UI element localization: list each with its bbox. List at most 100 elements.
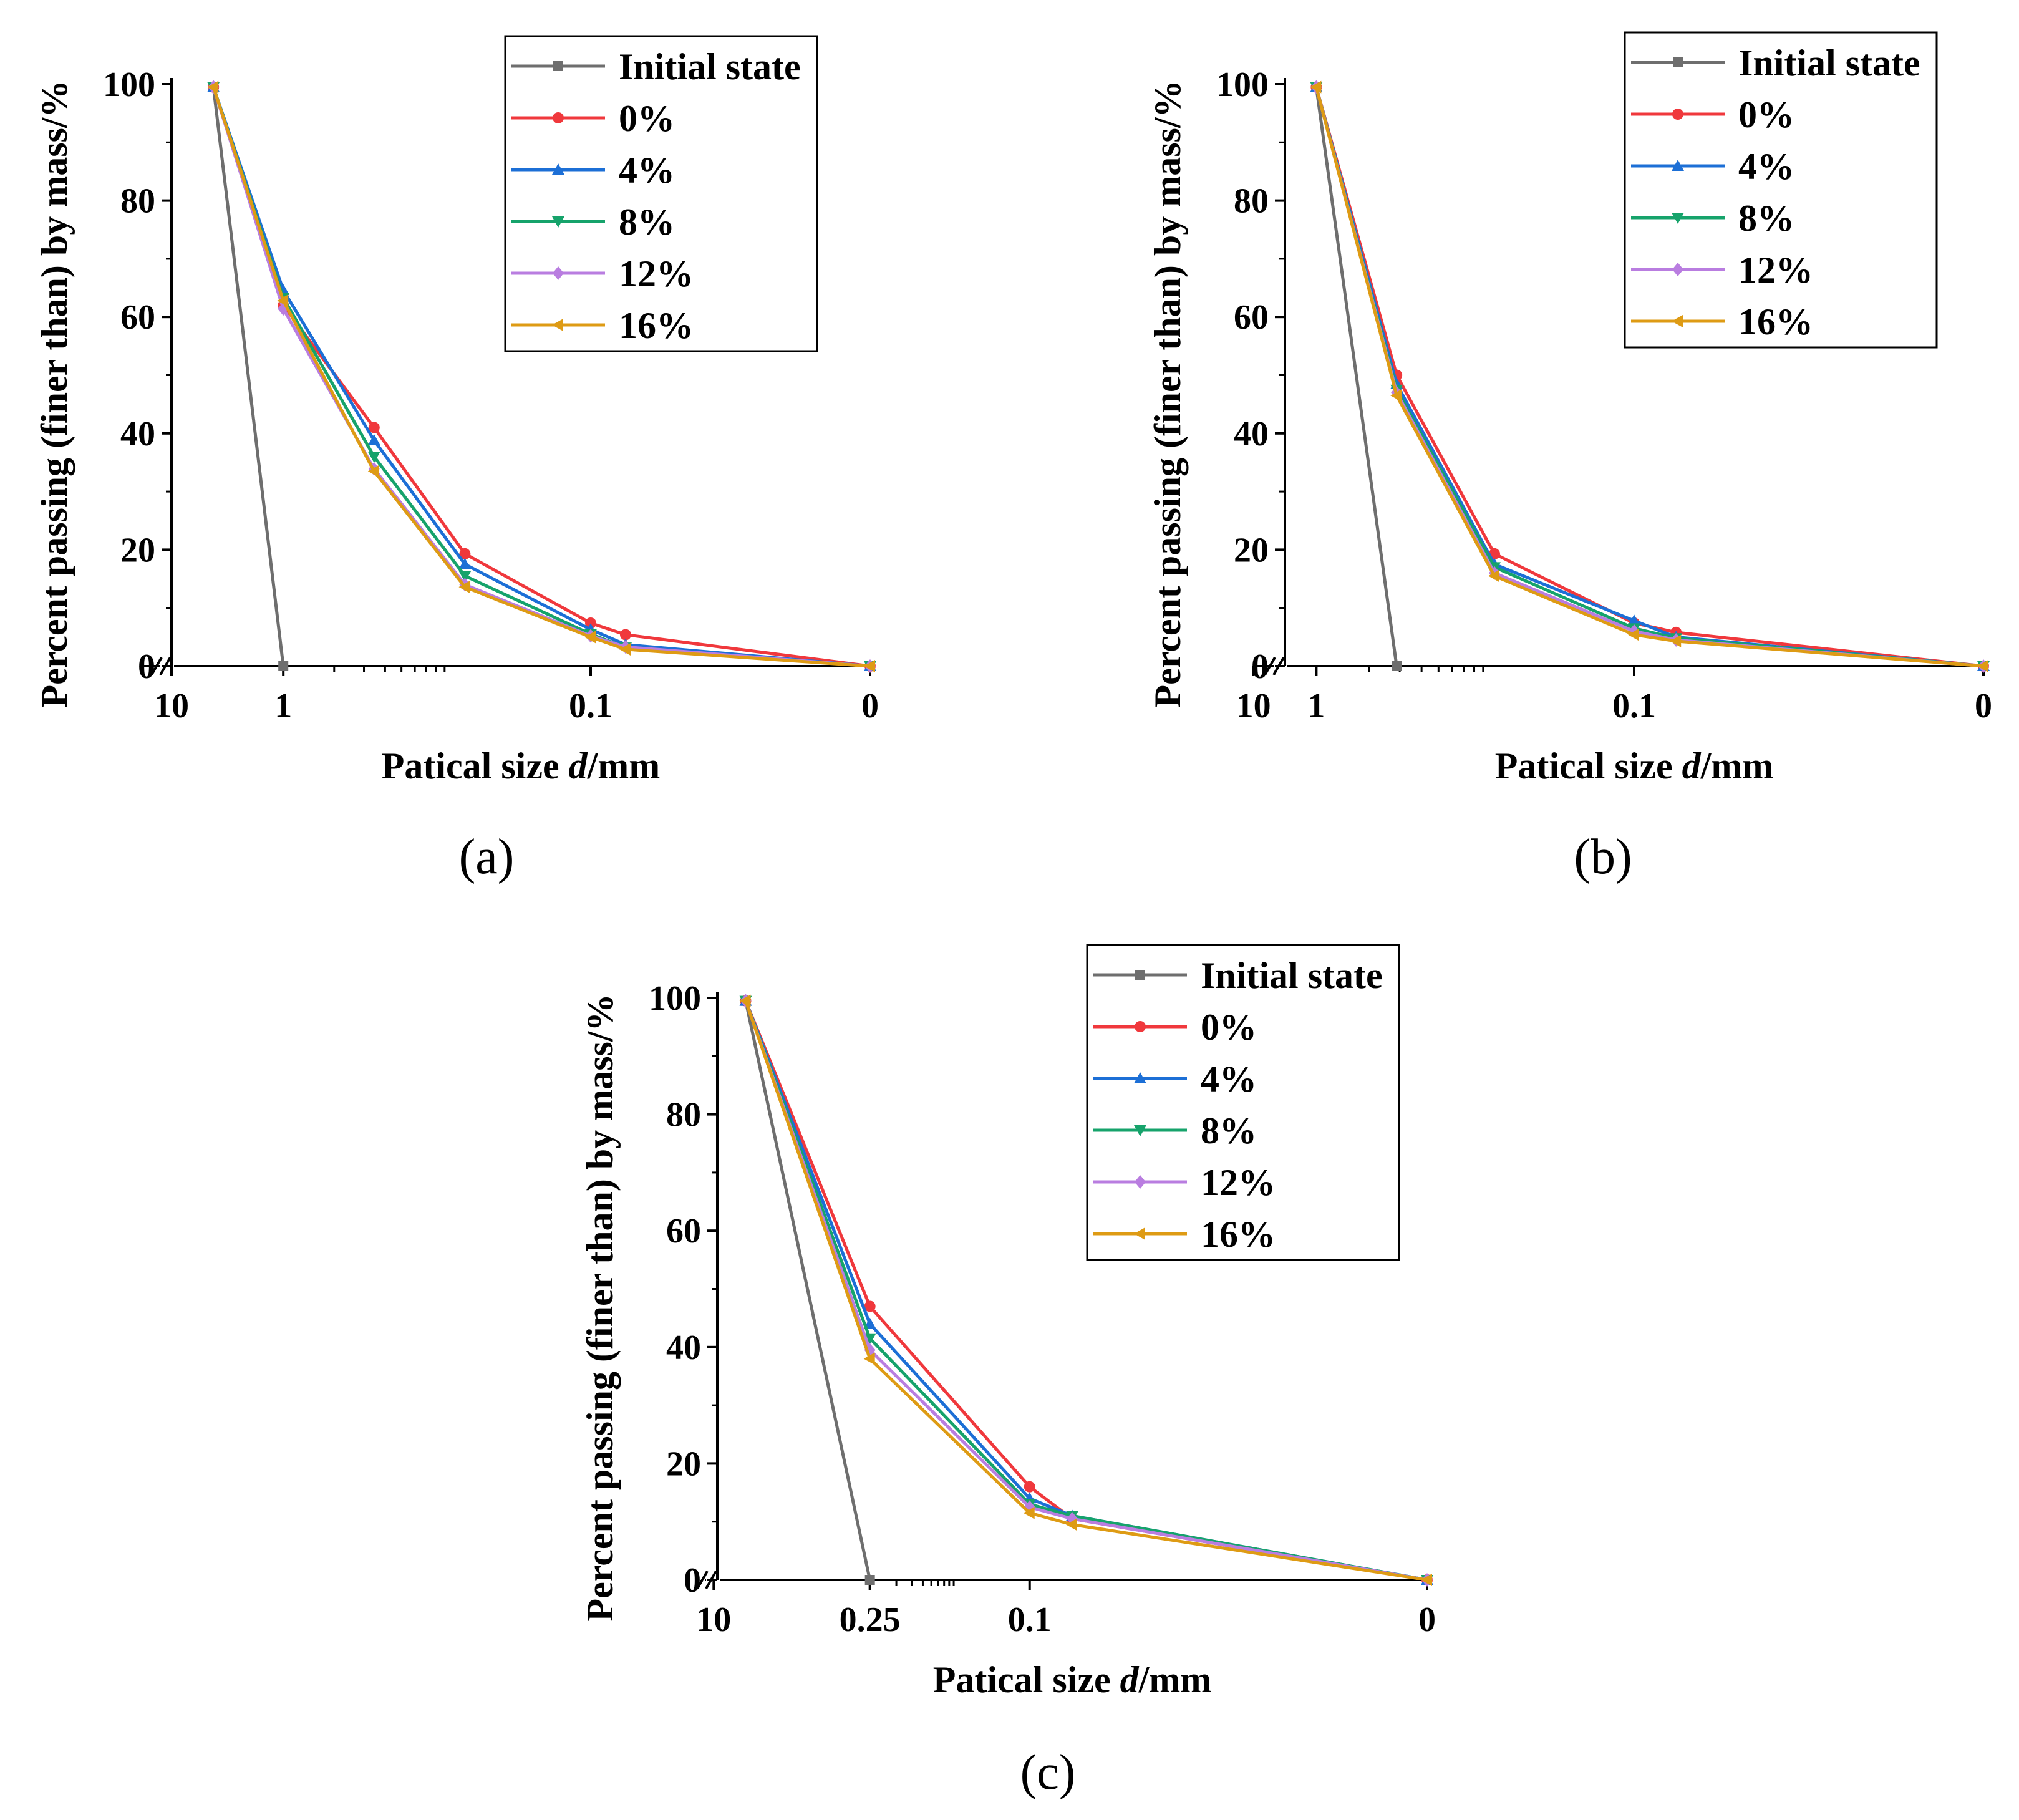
data-point-16pct [863, 1352, 875, 1365]
axis-break-mark [150, 657, 163, 675]
series-initial-state [1311, 82, 1402, 671]
legend-marker-4pct [552, 163, 564, 175]
legend-label-16pct: 16% [1201, 1214, 1276, 1255]
data-point-8pct [458, 571, 472, 583]
series-16pct [739, 994, 1432, 1586]
legend-label-12pct: 12% [619, 253, 694, 294]
y-tick-label: 20 [666, 1445, 701, 1483]
data-point-8pct [367, 452, 380, 463]
y-axis-label: Percent passing (finer than) by mass/% [579, 994, 621, 1621]
y-tick-label: 40 [120, 415, 155, 453]
legend-marker-16pct [552, 319, 563, 331]
x-axis-label: Patical size d/mm [382, 745, 661, 787]
legend-marker-4pct [1134, 1072, 1146, 1083]
data-point-0pct [864, 1300, 876, 1312]
legend-label-8pct: 8% [1738, 198, 1794, 239]
y-tick-label: 60 [120, 298, 155, 337]
y-tick-label: 80 [120, 182, 155, 221]
x-tick-label: 10 [154, 687, 189, 725]
y-tick-label: 40 [1234, 415, 1269, 453]
x-tick-label: 0.1 [1008, 1600, 1052, 1639]
legend-marker-initial-state [1135, 970, 1145, 980]
y-tick-label: 60 [666, 1212, 701, 1251]
legend-label-0pct: 0% [1738, 94, 1794, 135]
legend-marker-12pct [1135, 1175, 1146, 1189]
legend: Initial state 0% 4% 8% 12% 16% [1086, 944, 1400, 1261]
x-tick-label: 10 [1236, 687, 1271, 725]
data-point-4pct [458, 558, 472, 569]
legend-marker-0pct [553, 112, 564, 123]
axis-break-mark [1264, 657, 1276, 675]
x-tick-label: 0 [861, 687, 879, 725]
data-point-16pct [1390, 389, 1402, 402]
data-point-16pct [864, 660, 875, 672]
panel-caption: (a) [459, 830, 515, 884]
data-point-16pct [739, 994, 751, 1007]
data-point-initial-state [278, 661, 289, 671]
x-axis-label: Patical size d/mm [933, 1659, 1212, 1700]
legend-label-12pct: 12% [1201, 1162, 1276, 1203]
legend-label-16pct: 16% [619, 305, 694, 346]
data-point-4pct [367, 433, 380, 445]
series-16pct [207, 80, 875, 672]
legend-marker-12pct [553, 266, 564, 280]
legend-marker-initial-state [553, 61, 563, 71]
legend-marker-16pct [1672, 315, 1683, 327]
data-point-16pct [1023, 1506, 1035, 1519]
data-point-0pct [620, 629, 631, 641]
y-tick-label: 40 [666, 1329, 701, 1367]
series-16pct [1310, 80, 1988, 672]
x-tick-label: 0 [1418, 1600, 1436, 1639]
series-line-initial-state [1314, 87, 1398, 667]
legend-label-16pct: 16% [1738, 301, 1813, 342]
data-point-16pct [367, 465, 379, 478]
series-line-initial-state [744, 1000, 872, 1580]
data-point-0pct [585, 617, 596, 629]
legend-box [1624, 31, 1938, 349]
legend-marker-12pct [1672, 263, 1683, 276]
axis-break-mark [1272, 657, 1285, 675]
data-point-initial-state [864, 1575, 875, 1585]
chart-panel-3: 0 20 40 60 80 100 10 0.25 0.1 0 Patical size d/mm P… [579, 944, 1436, 1800]
data-point-16pct [1628, 628, 1639, 641]
series-line-16pct [1314, 87, 1984, 668]
legend-marker-16pct [1134, 1227, 1145, 1240]
y-axis-label: Percent passing (finer than) by mass/% [1147, 80, 1188, 707]
data-point-initial-state [1392, 661, 1402, 671]
data-point-16pct [1066, 1518, 1077, 1531]
y-tick-label: 80 [666, 1096, 701, 1135]
legend-marker-0pct [1672, 109, 1683, 120]
y-tick-label: 100 [103, 65, 155, 104]
y-tick-label: 60 [1234, 298, 1269, 337]
legend-marker-8pct [552, 216, 564, 228]
legend-marker-0pct [1135, 1021, 1146, 1032]
legend: Initial state 0% 4% 8% 12% 16% [504, 35, 818, 352]
x-axis-label: Patical size d/mm [1495, 745, 1774, 787]
data-point-16pct [1488, 569, 1499, 583]
legend-label-12pct: 12% [1738, 249, 1813, 291]
x-tick-label: 0.1 [1612, 687, 1656, 725]
x-tick-label: 0.1 [569, 687, 612, 725]
data-point-16pct [458, 581, 470, 594]
data-point-4pct [1628, 614, 1640, 626]
data-point-16pct [1670, 634, 1682, 647]
y-tick-label: 20 [1234, 531, 1269, 569]
x-tick-label: 0 [1975, 687, 1992, 725]
x-tick-label: 1 [274, 687, 292, 725]
legend-label-initial-state: Initial state [619, 46, 801, 87]
data-point-16pct [207, 80, 219, 94]
axis-break-mark [696, 1571, 709, 1589]
legend-label-8pct: 8% [619, 201, 675, 243]
data-point-16pct [1310, 80, 1322, 94]
legend-label-0pct: 0% [1201, 1007, 1257, 1048]
y-tick-label: 0 [684, 1561, 701, 1600]
data-point-16pct [1421, 1574, 1432, 1586]
legend-label-4pct: 4% [619, 150, 675, 191]
legend-box [504, 35, 818, 352]
data-point-0pct [1024, 1481, 1035, 1493]
x-tick-label: 10 [696, 1600, 731, 1639]
data-point-0pct [459, 548, 471, 559]
legend-label-0pct: 0% [619, 98, 675, 139]
